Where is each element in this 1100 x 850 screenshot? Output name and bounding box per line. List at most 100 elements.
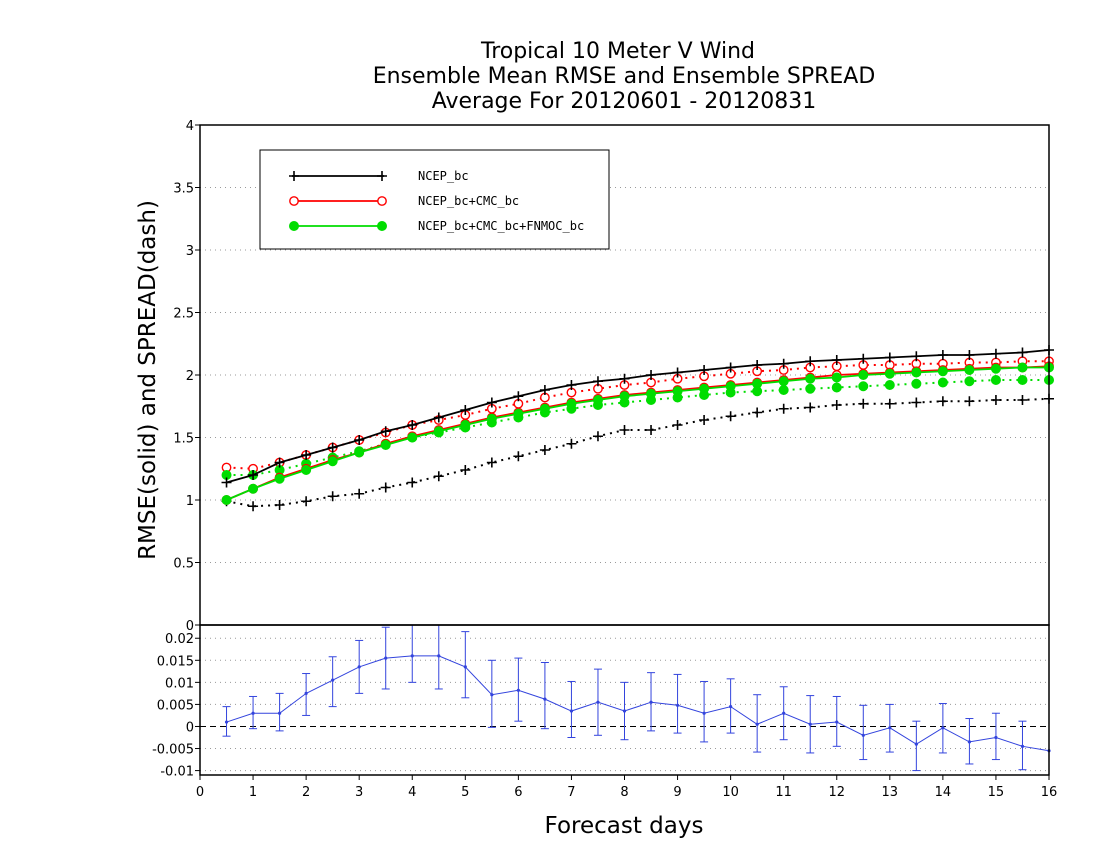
series-rmse-NCEP_bc+CMC_bc+FNMOC_bc: [221, 362, 1054, 505]
rmse-point: [592, 376, 603, 387]
x-tick-label: 13: [882, 785, 899, 800]
y-tick-label: 0.015: [157, 654, 194, 669]
rmse-point: [699, 383, 710, 394]
x-tick-label: 10: [722, 785, 739, 800]
difference-point: [861, 733, 865, 737]
x-tick-label: 8: [620, 785, 628, 800]
x-tick-label: 6: [514, 785, 522, 800]
spread-point: [301, 496, 312, 507]
rmse-point: [513, 391, 524, 402]
rmse-point: [884, 352, 895, 363]
rmse-point: [301, 465, 312, 475]
legend-marker: [377, 171, 387, 181]
rmse-point: [380, 440, 391, 450]
rmse-point: [248, 483, 259, 494]
x-tick-label: 2: [302, 785, 310, 800]
rmse-point: [539, 403, 550, 414]
legend-item: NCEP_bc+CMC_bc: [289, 194, 519, 208]
difference-point: [888, 726, 892, 730]
difference-point: [914, 742, 918, 746]
y-tick-label: 3.5: [173, 182, 194, 197]
legend-items: NCEP_bc NCEP_bc+CMC_bc NCEP_bc+CMC_bc+FNMO…: [289, 169, 584, 233]
y-tick-label: 0: [186, 720, 194, 735]
spread-point: [460, 465, 471, 475]
spread-point: [725, 411, 736, 422]
spread-line: [226, 397, 1050, 508]
chart-subtitle: Ensemble Mean RMSE and Ensemble SPREAD: [373, 64, 876, 89]
spread-point: [592, 431, 603, 442]
spread-point: [805, 383, 816, 394]
series-rmse-NCEP_bc: [221, 345, 1054, 488]
difference-point: [596, 700, 600, 704]
rmse-point: [752, 360, 763, 370]
rmse-point: [911, 367, 922, 378]
x-tick-label: 16: [1041, 785, 1058, 800]
rmse-point: [937, 366, 948, 377]
rmse-point: [831, 372, 842, 383]
spread-point: [990, 375, 1001, 385]
difference-point: [516, 688, 520, 692]
rmse-point: [221, 477, 232, 488]
difference-point: [782, 711, 786, 715]
spread-point: [539, 445, 550, 455]
difference-point: [994, 735, 998, 740]
spread-point: [884, 380, 895, 390]
legend-marker: [289, 196, 299, 206]
y-tick-label: 4: [186, 119, 194, 134]
spread-point: [937, 396, 948, 407]
legend-marker: [377, 221, 387, 231]
difference-point: [410, 654, 414, 658]
bottom-panel-top-label: 0: [186, 619, 194, 634]
y-tick-label: 3: [186, 244, 194, 259]
rmse-point: [778, 358, 789, 369]
spread-point: [831, 400, 842, 410]
difference-point: [622, 709, 627, 713]
spread-point: [937, 377, 948, 388]
difference-point: [675, 703, 680, 707]
spread-point: [513, 451, 524, 462]
y-tick-label: 0.5: [173, 557, 194, 572]
x-tick-label: 0: [196, 785, 204, 800]
difference-point: [755, 722, 759, 726]
spread-point: [619, 425, 630, 435]
spread-point: [778, 403, 789, 414]
rmse-point: [274, 473, 285, 484]
rmse-point: [1017, 362, 1028, 373]
difference-point: [808, 722, 812, 726]
rmse-point: [964, 350, 975, 360]
rmse-point: [725, 362, 736, 373]
spread-point: [248, 501, 259, 512]
legend-item: NCEP_bc+CMC_bc+FNMOC_bc: [289, 219, 584, 233]
x-tick-label: 4: [408, 785, 416, 800]
rmse-point: [937, 350, 948, 360]
rmse-point: [327, 456, 338, 467]
rmse-point: [566, 398, 577, 409]
rmse-point: [911, 351, 922, 362]
difference-point: [357, 665, 361, 669]
x-tick-label: 7: [567, 785, 575, 800]
rmse-point: [990, 363, 1001, 374]
y-tick-label: -0.01: [160, 765, 194, 780]
rmse-point: [805, 373, 816, 384]
difference-point: [251, 711, 255, 715]
rmse-point: [301, 450, 312, 460]
spread-point: [911, 378, 922, 389]
y-tick-label: 0.02: [165, 632, 194, 647]
legend-marker: [289, 221, 299, 231]
spread-point: [884, 398, 895, 409]
spread-point: [964, 376, 975, 387]
spread-point: [407, 477, 418, 488]
rmse-point: [354, 435, 365, 445]
legend-box: [259, 149, 610, 250]
difference-point: [331, 678, 335, 682]
rmse-point: [566, 380, 577, 390]
spread-point: [433, 471, 444, 482]
rmse-point: [725, 381, 736, 392]
y-tick-label: 0.005: [157, 698, 194, 713]
difference-point: [304, 691, 308, 695]
x-tick-label: 5: [461, 785, 469, 800]
top-panel-series: [221, 345, 1054, 512]
spread-point: [778, 385, 789, 395]
spread-point: [486, 457, 497, 468]
